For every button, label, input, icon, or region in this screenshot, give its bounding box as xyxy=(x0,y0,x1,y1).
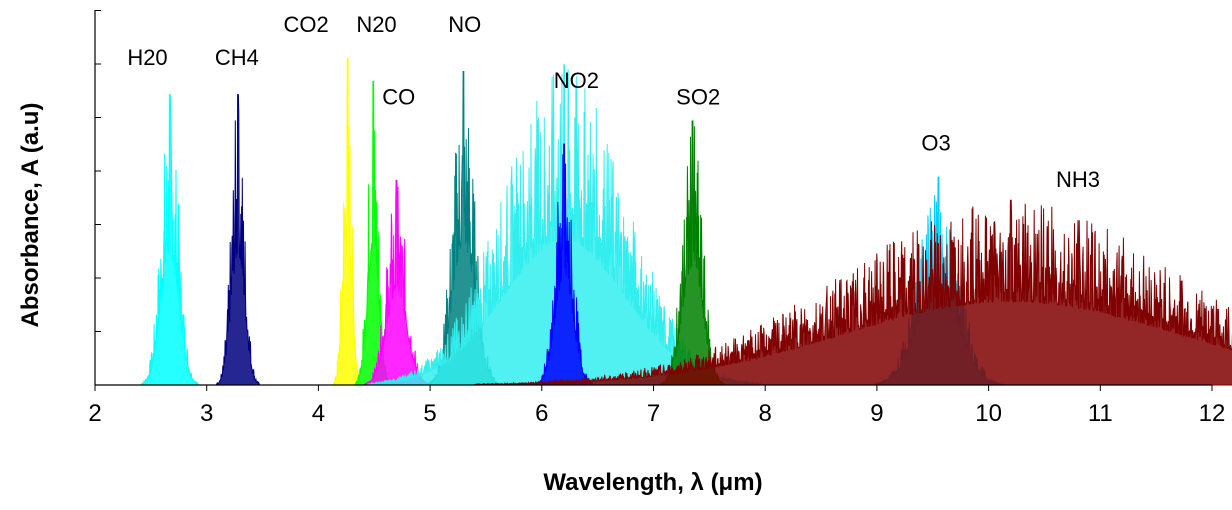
x-tick-label: 9 xyxy=(870,400,883,427)
ticks-layer: 2 3 4 5 6 7 8 9 10 11 12 xyxy=(88,10,1226,427)
x-tick-label: 6 xyxy=(535,400,548,427)
x-tick-label: 8 xyxy=(759,400,772,427)
x-tick-label: 10 xyxy=(975,400,1002,427)
x-tick-label: 2 xyxy=(88,400,101,427)
x-tick-label: 5 xyxy=(423,400,436,427)
gas-label-nh3: NH3 xyxy=(1056,167,1100,192)
gas-label-co: CO xyxy=(382,85,415,110)
x-tick-label: 4 xyxy=(312,400,325,427)
gas-label-n20: N20 xyxy=(356,12,396,37)
y-axis-title: Absorbance, A (a.u) xyxy=(17,103,44,328)
x-tick-label: 3 xyxy=(200,400,213,427)
x-tick-label: 7 xyxy=(647,400,660,427)
series-h20-0 xyxy=(140,94,199,386)
gas-label-co2: CO2 xyxy=(283,12,328,37)
series-nh3-10 xyxy=(474,199,1232,386)
gas-label-h20: H20 xyxy=(127,45,167,70)
gas-label-so2: SO2 xyxy=(676,85,720,110)
series-no2-7 xyxy=(535,143,594,386)
gas-label-ch4: CH4 xyxy=(215,45,259,70)
series-ch4-1 xyxy=(216,94,261,386)
x-tick-label: 11 xyxy=(1088,400,1113,427)
x-tick-label: 12 xyxy=(1199,400,1226,427)
series-co2-2 xyxy=(332,57,363,386)
x-axis-title: Wavelength, λ (μm) xyxy=(543,469,762,496)
labels-layer: H20 CH4 CO2 N20 CO NO NO2 SO2 O3 NH3 xyxy=(127,12,1100,192)
gas-label-no: NO xyxy=(448,12,481,37)
gas-label-o3: O3 xyxy=(921,131,950,156)
series-layer xyxy=(140,57,1232,386)
gas-label-no2: NO2 xyxy=(554,68,599,93)
